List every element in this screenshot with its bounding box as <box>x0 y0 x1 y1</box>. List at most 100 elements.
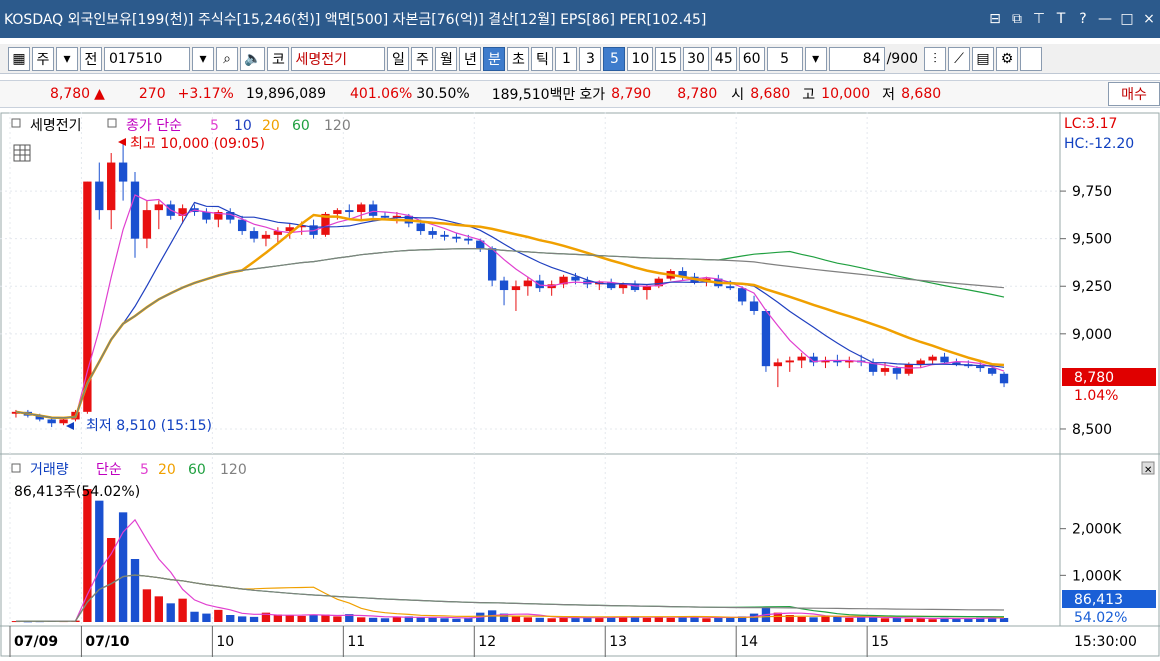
lc-value: LC:3.17 <box>1064 116 1117 132</box>
volume-bar <box>404 616 413 622</box>
candle-body <box>535 280 544 289</box>
code-dropdown-icon[interactable]: ▾ <box>192 46 214 71</box>
settings-icon[interactable]: ⚙ <box>996 46 1019 71</box>
vma120-label: 120 <box>220 462 247 478</box>
volume-bar <box>511 616 521 622</box>
panel-toggle-icon[interactable] <box>11 118 21 128</box>
quote-bar: 8,780 ▲ 270 +3.17% 19,896,089 401.06% 30… <box>0 80 1160 108</box>
interval-30[interactable]: 30 <box>683 46 709 71</box>
grid-icon[interactable]: ▦ <box>8 46 30 71</box>
y-tick-label: 9,500 <box>1072 232 1112 248</box>
volume-bar <box>83 489 92 622</box>
volume-bar <box>642 617 652 622</box>
interval-5[interactable]: 5 <box>603 46 626 71</box>
change-value: 270 <box>138 86 166 102</box>
volume-bar <box>523 617 533 622</box>
speaker-icon[interactable]: 🔈 <box>240 46 266 71</box>
checkbox[interactable] <box>1020 46 1043 71</box>
candle-body <box>499 280 509 291</box>
y-tick-label: 9,750 <box>1072 184 1112 200</box>
ma120-label: 120 <box>324 118 351 134</box>
current-price-tag <box>1062 368 1156 386</box>
volume-bar <box>142 589 152 622</box>
stock-code-input[interactable]: 017510 <box>104 46 190 71</box>
candle-body <box>511 286 521 291</box>
interval-3[interactable]: 3 <box>579 46 602 71</box>
current-price-tag-text: 8,780 <box>1074 370 1114 386</box>
period-second[interactable]: 초 <box>507 46 530 71</box>
mode-secondary-select[interactable]: 전 <box>80 46 102 71</box>
interval-dropdown-icon[interactable]: ▾ <box>804 46 827 71</box>
pin-icon[interactable]: ⊤ <box>1032 11 1046 27</box>
maximize-button[interactable]: □ <box>1120 11 1134 27</box>
bid-price: 8,780 <box>677 86 718 102</box>
candle-body <box>368 204 378 216</box>
volume-bar <box>583 616 592 622</box>
indicator-toggle-icon[interactable] <box>107 118 117 128</box>
mode-primary-select[interactable]: 주 <box>32 46 54 71</box>
help-icon[interactable]: ? <box>1079 11 1087 27</box>
x-tick-label: 14 <box>740 634 758 650</box>
minimize-button[interactable]: — <box>1098 11 1112 27</box>
candle-body <box>440 234 449 237</box>
save-icon[interactable]: ▤ <box>972 46 995 71</box>
interval-60[interactable]: 60 <box>738 46 765 71</box>
text-size-icon[interactable]: T <box>1056 11 1066 27</box>
volume-bar <box>749 613 759 622</box>
volume-bar <box>547 618 556 622</box>
interval-1[interactable]: 1 <box>555 46 578 71</box>
candle-body <box>273 231 283 235</box>
interval-45[interactable]: 45 <box>710 46 737 71</box>
layout-icon[interactable]: ⊟ <box>989 11 1001 27</box>
chart-area[interactable]: 세명전기 종가 단순 5 10 20 60 120 최고 10,000 (09:… <box>0 112 1160 657</box>
interval-select[interactable]: 5 <box>766 46 803 71</box>
volume-bar <box>333 616 342 622</box>
dropdown-arrow-icon[interactable]: ▾ <box>56 46 78 71</box>
candle-body <box>118 162 128 182</box>
candle-body <box>797 356 806 361</box>
period-week[interactable]: 주 <box>411 46 434 71</box>
volume-toggle-icon[interactable] <box>11 463 21 473</box>
candle-body <box>773 362 783 367</box>
market-select[interactable]: 코 <box>267 46 290 71</box>
candle-body <box>47 419 56 424</box>
stock-name-field[interactable]: 세명전기 <box>291 46 386 71</box>
period-tick[interactable]: 틱 <box>531 46 554 71</box>
period-year[interactable]: 년 <box>459 46 482 71</box>
table-icon[interactable] <box>13 144 31 162</box>
candle-body <box>154 204 163 211</box>
line-tool-icon[interactable]: ⟋ <box>948 46 971 71</box>
interval-15[interactable]: 15 <box>655 46 682 71</box>
volume-tag <box>1062 590 1156 608</box>
high-price: 10,000 <box>821 86 871 102</box>
candle-type-icon[interactable]: ⫶ <box>924 46 947 71</box>
volume-bar <box>809 617 818 622</box>
volume-bar <box>833 616 842 622</box>
volume-value: 19,896,089 <box>245 86 326 102</box>
candle-body <box>357 204 366 213</box>
volume-bar <box>499 613 509 622</box>
candle-body <box>476 240 485 249</box>
count-input[interactable]: 84 <box>828 46 885 71</box>
period-month[interactable]: 월 <box>435 46 458 71</box>
candle-body <box>333 210 342 214</box>
period-minute[interactable]: 분 <box>483 46 506 71</box>
stock-chart-svg[interactable]: 세명전기 종가 단순 5 10 20 60 120 최고 10,000 (09:… <box>0 112 1160 657</box>
interval-10[interactable]: 10 <box>627 46 654 71</box>
high-label: 고 <box>802 87 816 103</box>
volume-y-tick-label: 1,000K <box>1072 568 1122 584</box>
candle-body <box>630 284 640 291</box>
period-day[interactable]: 일 <box>387 46 410 71</box>
volume-bar <box>630 616 640 622</box>
candle-body <box>249 231 259 239</box>
buy-button[interactable]: 매수 <box>1108 82 1160 106</box>
copy-window-icon[interactable]: ⧉ <box>1012 11 1022 27</box>
volume-close-icon[interactable] <box>1141 461 1155 475</box>
close-button[interactable]: × <box>1143 11 1155 27</box>
trade-amount: 189,510백만 <box>491 87 576 103</box>
volume-bar <box>357 617 366 622</box>
ma20-label: 20 <box>262 118 280 134</box>
volume-bar <box>559 617 568 622</box>
volume-bar <box>868 616 878 622</box>
search-icon[interactable]: ⌕ <box>216 46 238 71</box>
